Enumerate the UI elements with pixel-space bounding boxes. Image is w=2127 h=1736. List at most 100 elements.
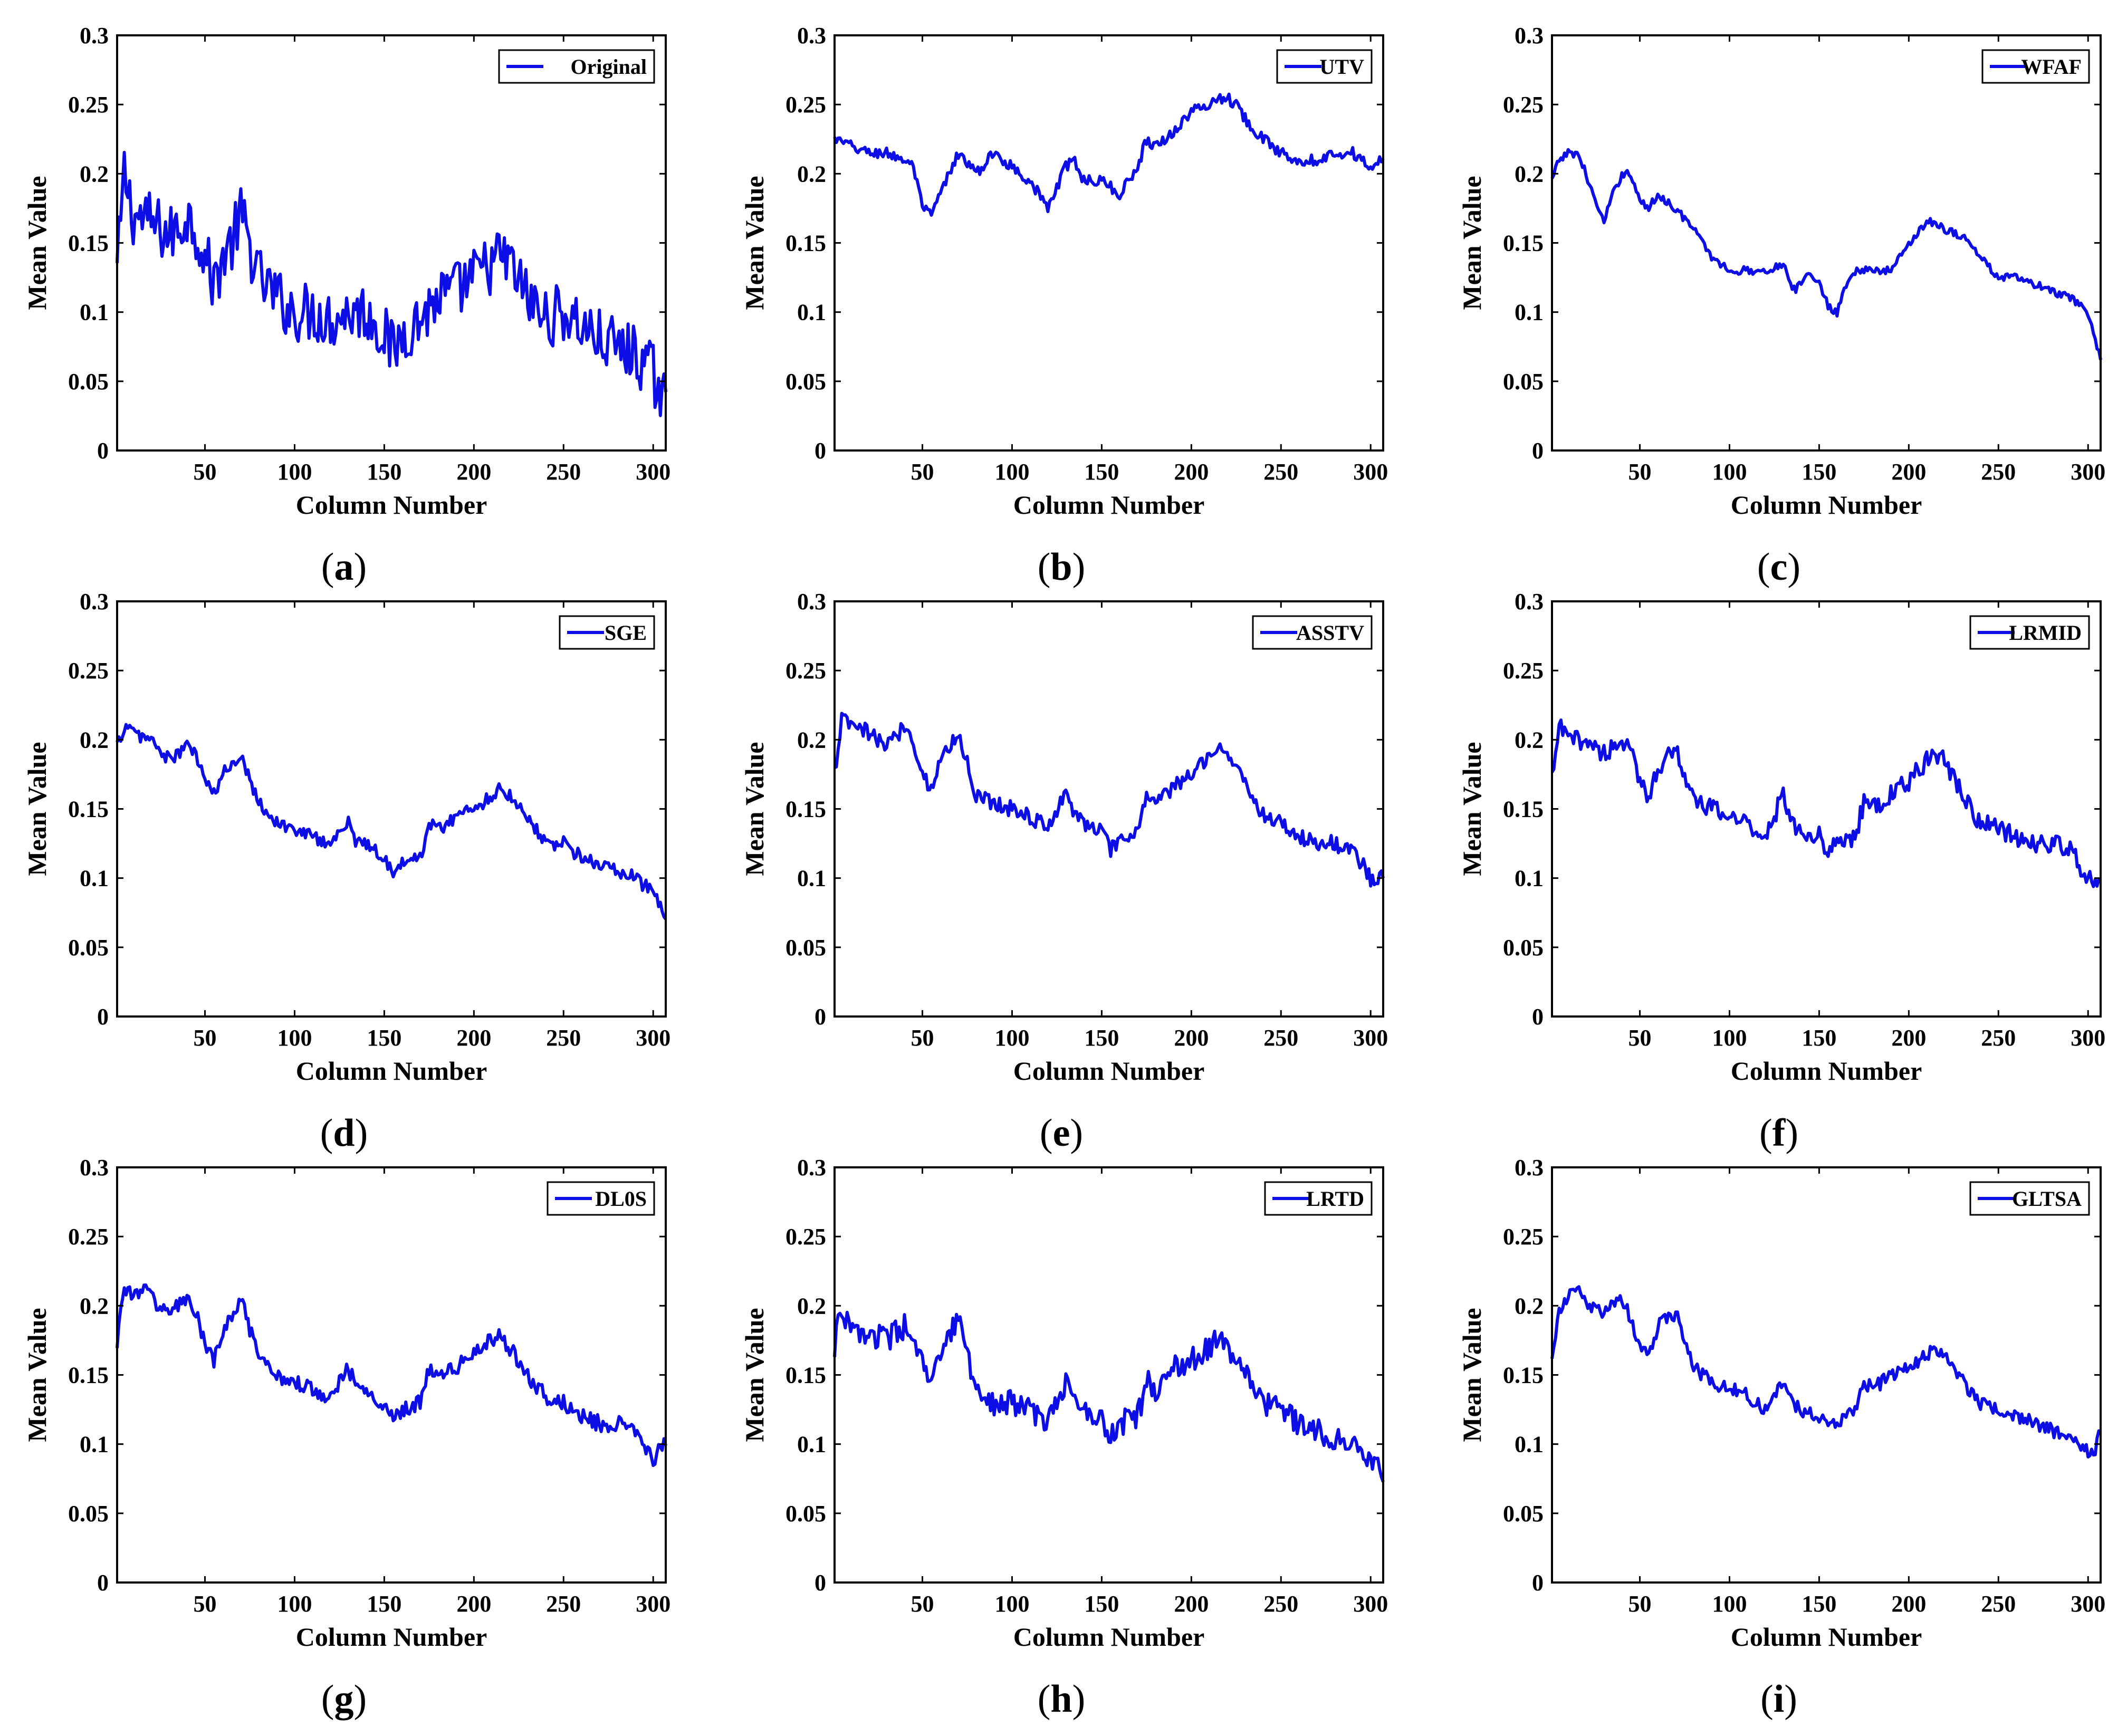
chart-i-ytick-label: 0.2 <box>1515 1293 1544 1319</box>
chart-a-series-line <box>116 150 667 417</box>
chart-d-legend-label: SGE <box>605 621 647 645</box>
chart-d-legend: SGE <box>559 615 655 650</box>
chart-a-x-axis-title: Column Number <box>296 490 487 520</box>
chart-b-series-line <box>833 92 1385 217</box>
chart-i: 0 0.05 0.1 0.15 0.2 0.25 0.3 50 100 150 200 250 300 C… <box>1457 1155 2105 1721</box>
chart-g-plot-area <box>117 1167 666 1582</box>
chart-h-caption: (h) <box>1038 1677 1085 1721</box>
chart-b-ytick-label: 0.05 <box>785 369 826 395</box>
chart-h-caption-letter: h <box>1050 1677 1072 1721</box>
chart-d-xtick-label: 250 <box>546 1025 581 1051</box>
chart-e-y-axis-title: Mean Value <box>740 742 769 876</box>
chart-e-xtick-label: 50 <box>911 1025 934 1051</box>
chart-d-xtick-label: 200 <box>456 1025 491 1051</box>
chart-g-legend-label: DL0S <box>595 1187 647 1211</box>
chart-g-ytick-label: 0.3 <box>80 1155 109 1181</box>
chart-h-xtick-label: 150 <box>1084 1591 1119 1617</box>
chart-e-x-axis-title: Column Number <box>1013 1056 1205 1086</box>
chart-e-xtick-label: 200 <box>1174 1025 1209 1051</box>
chart-b-y-axis-title: Mean Value <box>740 176 769 310</box>
chart-c-x-axis-title: Column Number <box>1731 490 1922 520</box>
chart-h-xtick-label: 200 <box>1174 1591 1209 1617</box>
chart-d-plot-area <box>117 601 666 1016</box>
chart-e-caption: (e) <box>1040 1111 1083 1155</box>
chart-h-ytick-label: 0.3 <box>797 1155 826 1181</box>
chart-f-xtick-label: 300 <box>2071 1025 2105 1051</box>
chart-d-ytick-label: 0.2 <box>80 727 109 753</box>
chart-h-y-axis-title: Mean Value <box>740 1308 769 1442</box>
chart-d-ytick-label: 0.1 <box>80 866 109 891</box>
chart-a-ytick-label: 0.1 <box>80 300 109 325</box>
chart-g-ytick-label: 0.25 <box>68 1224 109 1250</box>
chart-d-ytick-label: 0.15 <box>68 797 109 822</box>
chart-h-ytick-label: 0.05 <box>785 1501 826 1527</box>
chart-h-legend-label: LRTD <box>1306 1187 1364 1211</box>
chart-f-xtick-label: 50 <box>1628 1025 1652 1051</box>
chart-f-x-axis-title: Column Number <box>1731 1056 1922 1086</box>
chart-d-ytick-label: 0.3 <box>80 589 109 615</box>
chart-g-xtick-label: 200 <box>456 1591 491 1617</box>
chart-d: 0 0.05 0.1 0.15 0.2 0.25 0.3 50 100 150 200 250 300 C… <box>22 589 670 1155</box>
chart-a-xtick-label: 150 <box>367 459 401 485</box>
chart-f-xtick-label: 200 <box>1891 1025 1926 1051</box>
chart-a-ytick-label: 0.2 <box>80 161 109 187</box>
chart-b-xtick-label: 200 <box>1174 459 1209 485</box>
chart-i-caption-letter: i <box>1774 1677 1785 1721</box>
chart-g: 0 0.05 0.1 0.15 0.2 0.25 0.3 50 100 150 200 250 300 C… <box>22 1155 670 1721</box>
chart-h-ytick-label: 0.2 <box>797 1293 826 1319</box>
chart-g-ytick-label: 0.15 <box>68 1363 109 1388</box>
chart-a-ytick-label: 0.15 <box>68 231 109 256</box>
chart-g-xtick-label: 50 <box>194 1591 217 1617</box>
chart-g-xtick-label: 250 <box>546 1591 581 1617</box>
chart-a-xtick-label: 200 <box>456 459 491 485</box>
chart-b-x-axis-title: Column Number <box>1013 490 1205 520</box>
chart-h-ytick-label: 0.1 <box>797 1432 826 1457</box>
chart-g-series-line <box>116 1283 667 1468</box>
chart-i-xtick-label: 150 <box>1802 1591 1836 1617</box>
chart-i-ytick-label: 0.05 <box>1503 1501 1544 1527</box>
chart-d-ytick-label: 0.25 <box>68 658 109 684</box>
chart-g-legend: DL0S <box>547 1181 655 1216</box>
chart-b-legend-label: UTV <box>1320 55 1365 79</box>
chart-d-ytick-label: 0 <box>97 1004 109 1030</box>
chart-h-ytick-label: 0.25 <box>785 1224 826 1250</box>
chart-b-xtick-label: 100 <box>994 459 1029 485</box>
chart-h-series-line <box>833 1310 1385 1483</box>
chart-e-ytick-label: 0.3 <box>797 589 826 615</box>
chart-f-caption-letter: f <box>1772 1111 1786 1155</box>
chart-c-ytick-label: 0.2 <box>1515 161 1544 187</box>
chart-d-ytick-label: 0.05 <box>68 935 109 961</box>
chart-g-y-axis-title: Mean Value <box>22 1308 52 1442</box>
chart-c-xtick-label: 150 <box>1802 459 1836 485</box>
chart-b-xtick-label: 50 <box>911 459 934 485</box>
chart-a-ytick-label: 0 <box>97 438 109 464</box>
chart-i-ytick-label: 0.25 <box>1503 1224 1544 1250</box>
chart-f-ytick-label: 0.3 <box>1515 589 1544 615</box>
chart-i-xtick-label: 250 <box>1981 1591 2016 1617</box>
chart-h-plot-area <box>835 1167 1383 1582</box>
chart-e-legend-label: ASSTV <box>1296 621 1364 645</box>
chart-h-x-axis-title: Column Number <box>1013 1622 1205 1652</box>
chart-e-ytick-label: 0.15 <box>785 797 826 822</box>
chart-a-xtick-label: 250 <box>546 459 581 485</box>
chart-e-xtick-label: 250 <box>1263 1025 1298 1051</box>
chart-i-ytick-label: 0.3 <box>1515 1155 1544 1181</box>
chart-g-xtick-label: 150 <box>367 1591 401 1617</box>
chart-a-xtick-label: 100 <box>277 459 312 485</box>
chart-c-series-line <box>1550 148 2102 360</box>
chart-h-legend: LRTD <box>1264 1181 1373 1216</box>
chart-c-caption-letter: c <box>1770 545 1788 589</box>
chart-i-y-axis-title: Mean Value <box>1457 1308 1487 1442</box>
chart-b-ytick-label: 0.3 <box>797 23 826 49</box>
chart-a-caption-letter: a <box>334 545 354 589</box>
chart-b-xtick-label: 250 <box>1263 459 1298 485</box>
chart-e-ytick-label: 0.25 <box>785 658 826 684</box>
chart-d-y-axis-title: Mean Value <box>22 742 52 876</box>
chart-i-legend-label: GLTSA <box>2012 1187 2082 1211</box>
chart-f-ytick-label: 0.1 <box>1515 866 1544 891</box>
chart-i-caption: (i) <box>1760 1677 1797 1721</box>
chart-i-x-axis-title: Column Number <box>1731 1622 1922 1652</box>
chart-b-legend: UTV <box>1276 49 1373 84</box>
chart-f-xtick-label: 150 <box>1802 1025 1836 1051</box>
chart-c-ytick-label: 0.3 <box>1515 23 1544 49</box>
